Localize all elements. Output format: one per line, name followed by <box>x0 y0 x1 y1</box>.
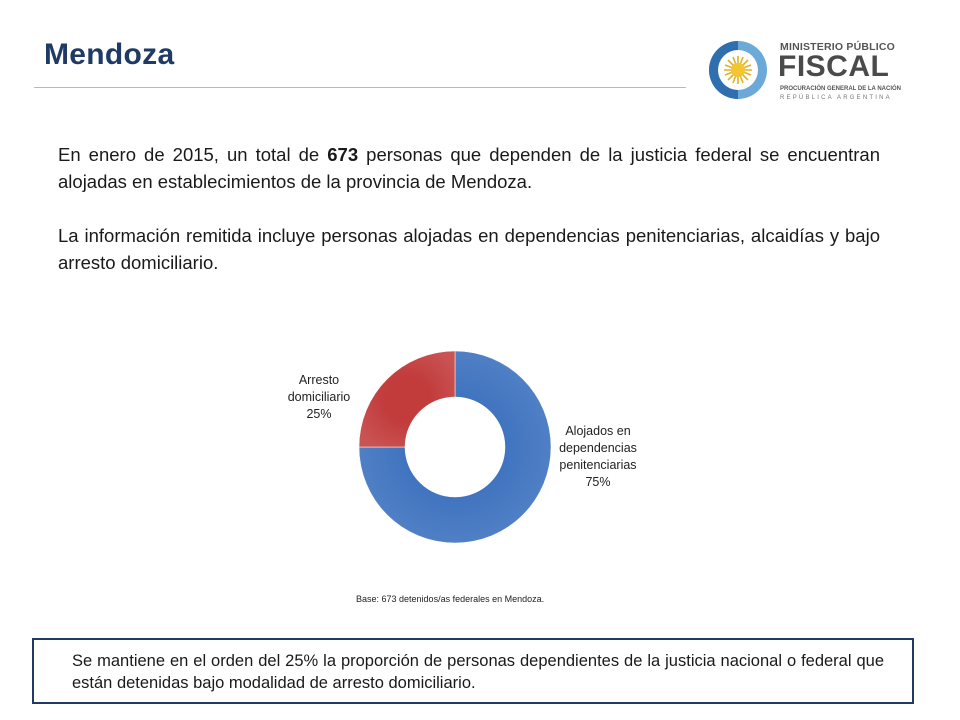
base-note: Base: 673 detenidos/as federales en Mend… <box>356 594 545 604</box>
intro-text-end: personas que dependen de la justicia fed… <box>58 144 880 192</box>
fiscal-logo: MINISTERIO PÚBLICO FISCAL PROCURACIÓN GE… <box>704 38 901 102</box>
slice-label-alojados: Alojados en dependencias penitenciarias 75% <box>559 424 637 489</box>
doughnut-chart: Alojados en dependencias penitenciarias 75%… <box>288 350 637 544</box>
slice-alojados <box>358 350 552 544</box>
total-count: 673 <box>327 144 359 165</box>
logo-line4: REPÚBLICA ARGENTINA <box>780 95 892 101</box>
logo-line2: FISCAL <box>778 50 890 83</box>
sun-emblem-icon <box>709 41 767 99</box>
logo-line1: MINISTERIO PÚBLICO <box>780 41 896 53</box>
conclusion-box: Se mantiene en el orden del 25% la propo… <box>32 638 914 704</box>
logo-line3: PROCURACIÓN GENERAL DE LA NACIÓN <box>780 86 902 92</box>
slice-label-arresto: Arresto domiciliario 25% <box>288 373 351 421</box>
conclusion-text: Se mantiene en el orden del 25% la propo… <box>72 652 884 692</box>
title-divider <box>34 87 686 88</box>
page-title: Mendoza <box>44 38 175 71</box>
slice-arresto <box>358 350 456 448</box>
intro-paragraph: En enero de 2015, un total de 673 person… <box>58 141 880 195</box>
intro-text-start: En enero de 2015, un total de <box>58 144 328 165</box>
info-paragraph: La información remitida incluye personas… <box>58 225 880 273</box>
